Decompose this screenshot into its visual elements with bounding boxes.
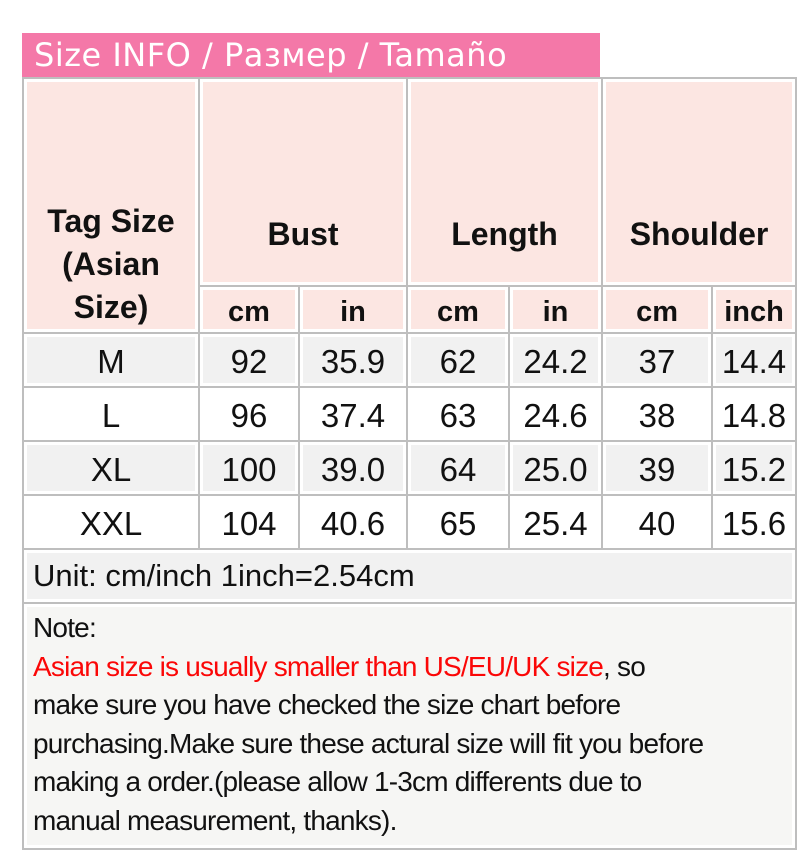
cell-shoulder-in: 14.8 <box>711 386 798 442</box>
header-length-cm: cm <box>406 285 511 334</box>
cell-length-cm: 65 <box>406 494 511 550</box>
cell-tag: L <box>22 386 200 442</box>
cell-length-in: 24.6 <box>508 386 604 442</box>
cell-bust-cm: 92 <box>198 332 300 388</box>
cell-tag: M <box>22 332 200 388</box>
cell-bust-cm: 96 <box>198 386 300 442</box>
cell-shoulder-cm: 39 <box>601 440 714 496</box>
note-block: Note: Asian size is usually smaller than… <box>21 602 798 850</box>
note-text: manual measurement, thanks). <box>33 804 397 836</box>
cell-shoulder-in: 15.6 <box>711 494 798 550</box>
note-label: Note: <box>33 612 97 643</box>
cell-bust-in: 39.0 <box>297 440 409 496</box>
note-text: making a order.(please allow 1-3cm diffe… <box>33 766 642 797</box>
page-title: Size INFO / Размер / Tamaño <box>34 36 508 74</box>
cell-tag: XXL <box>22 494 200 550</box>
cell-length-cm: 62 <box>406 332 511 388</box>
note-warning-red-text: Asian size is usually smaller than US/EU… <box>33 650 604 682</box>
cell-shoulder-in: 15.2 <box>711 440 798 496</box>
note-row: Note: Asian size is usually smaller than… <box>21 602 798 850</box>
cell-length-in: 25.0 <box>508 440 604 496</box>
header-units-row: cm in cm in cm inch <box>23 285 798 334</box>
size-table: Tag Size (Asian Size) Bust Length Should… <box>21 77 798 850</box>
cell-shoulder-in: 14.4 <box>711 332 798 388</box>
note-text: , so <box>603 650 646 682</box>
title-bar: Size INFO / Размер / Tamaño <box>22 33 600 77</box>
cell-length-in: 24.2 <box>508 332 604 388</box>
header-shoulder-cm: cm <box>601 285 714 334</box>
cell-bust-in: 37.4 <box>297 386 409 442</box>
unit-note: Unit: cm/inch 1inch=2.54cm <box>21 548 798 604</box>
table-row-xl: XL 100 39.0 64 25.0 39 15.2 <box>22 440 798 496</box>
note-text: make sure you have checked the size char… <box>33 689 621 720</box>
cell-shoulder-cm: 40 <box>601 494 714 550</box>
cell-bust-cm: 100 <box>198 440 300 496</box>
header-length-in: in <box>508 285 604 334</box>
cell-tag: XL <box>22 440 200 496</box>
cell-shoulder-cm: 38 <box>601 386 714 442</box>
cell-shoulder-cm: 37 <box>601 332 714 388</box>
header-bust-in: in <box>297 285 409 334</box>
table-row-l: L 96 37.4 63 24.6 38 14.8 <box>22 386 798 442</box>
note-line: making a order.(please allow 1-3cm diffe… <box>33 763 789 802</box>
header-group-row: Tag Size (Asian Size) Bust Length Should… <box>22 77 798 334</box>
header-shoulder: Shoulder <box>601 77 798 287</box>
header-length: Length <box>406 77 604 287</box>
header-bust-cm: cm <box>198 285 300 334</box>
note-text: purchasing.Make sure these actural size … <box>33 727 704 759</box>
header-tag-size: Tag Size (Asian Size) <box>22 77 200 334</box>
cell-length-cm: 64 <box>406 440 511 496</box>
cell-bust-in: 35.9 <box>297 332 409 388</box>
cell-length-in: 25.4 <box>508 494 604 550</box>
table-row-m: M 92 35.9 62 24.2 37 14.4 <box>22 332 798 388</box>
note-line: make sure you have checked the size char… <box>33 686 789 725</box>
cell-bust-in: 40.6 <box>297 494 409 550</box>
note-line: purchasing.Make sure these actural size … <box>33 725 789 764</box>
cell-bust-cm: 104 <box>198 494 300 550</box>
cell-length-cm: 63 <box>406 386 511 442</box>
note-line: Asian size is usually smaller than US/EU… <box>33 648 789 687</box>
header-bust: Bust <box>197 77 409 287</box>
note-label-line: Note: <box>33 609 789 648</box>
unit-row: Unit: cm/inch 1inch=2.54cm <box>21 548 798 604</box>
header-shoulder-inch: inch <box>711 285 798 334</box>
size-chart-page: Size INFO / Размер / Tamaño Tag Size (As… <box>21 33 798 850</box>
note-line: manual measurement, thanks). <box>33 802 789 841</box>
table-row-xxl: XXL 104 40.6 65 25.4 40 15.6 <box>22 494 798 550</box>
